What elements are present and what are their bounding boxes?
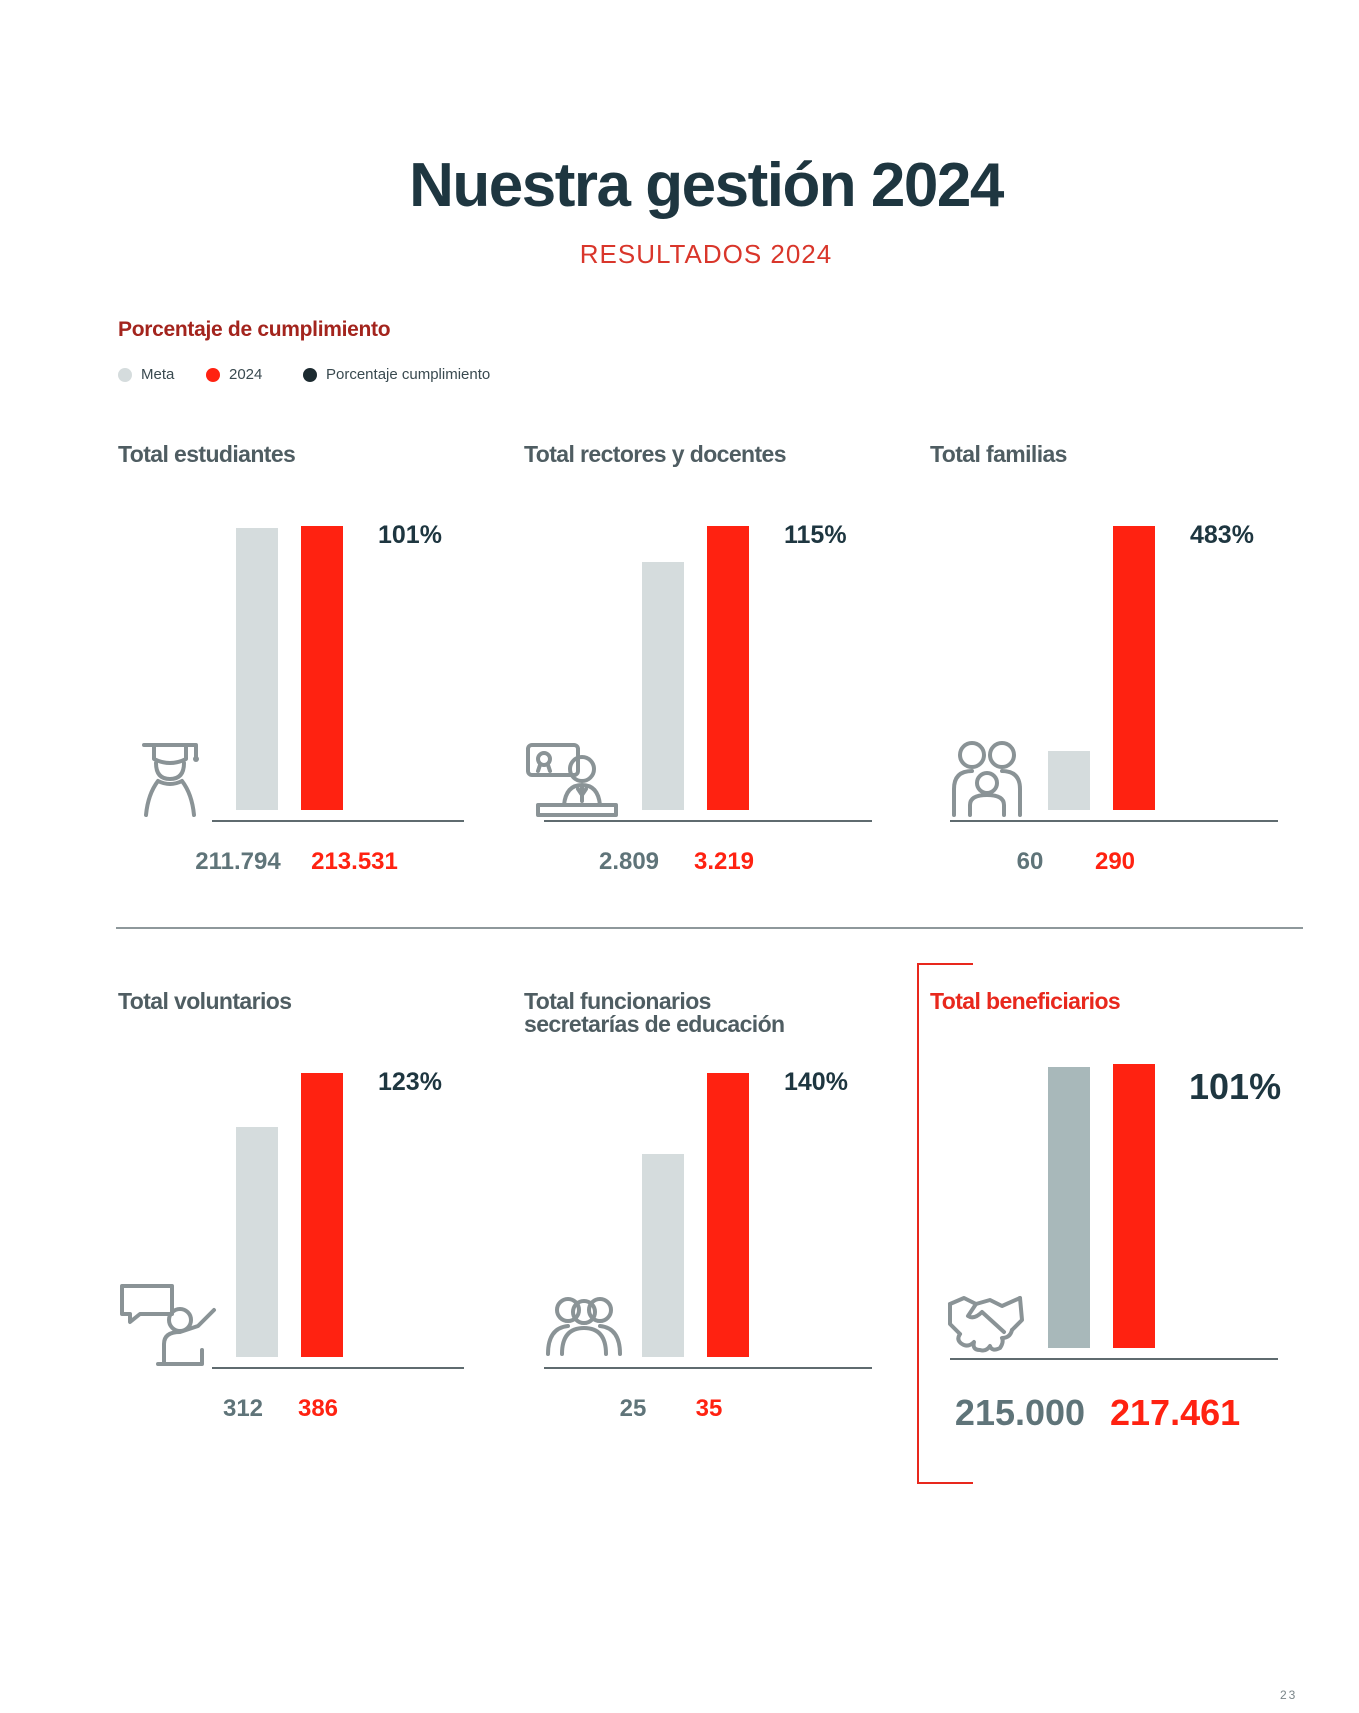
value-label-meta: 60 bbox=[1016, 848, 1044, 875]
bar-2024 bbox=[301, 1073, 343, 1357]
chart-title: Total familias bbox=[930, 441, 1067, 467]
legend-dot-meta bbox=[118, 367, 132, 382]
percentage-label: 101% bbox=[1189, 1066, 1282, 1107]
legend-dot-2024 bbox=[206, 367, 220, 382]
bar-meta bbox=[642, 1154, 684, 1357]
value-label-2024: 35 bbox=[695, 1395, 723, 1422]
value-label-meta: 211.794 bbox=[195, 848, 281, 875]
family-icon bbox=[950, 739, 1030, 824]
legend-label-2024: 2024 bbox=[229, 366, 263, 383]
bar-2024 bbox=[707, 526, 749, 810]
bar-meta bbox=[236, 528, 278, 810]
percentage-label: 101% bbox=[378, 521, 442, 549]
page-subtitle: RESULTADOS 2024 bbox=[579, 239, 833, 269]
value-label-meta: 312 bbox=[222, 1395, 264, 1422]
value-label-meta: 215.000 bbox=[954, 1392, 1086, 1433]
graduate-icon bbox=[140, 739, 210, 824]
chart-panel: Total estudiantes 101% 211.794 213.531 bbox=[118, 443, 498, 963]
teacher-icon bbox=[524, 739, 624, 824]
chart-baseline bbox=[544, 1367, 872, 1369]
value-label-2024: 3.219 bbox=[693, 848, 755, 875]
legend-label-meta: Meta bbox=[141, 366, 175, 383]
chart-panel: Total funcionarios secretarías de educaci… bbox=[524, 990, 904, 1510]
value-label-2024: 386 bbox=[297, 1395, 339, 1422]
value-label-2024: 290 bbox=[1094, 848, 1136, 875]
percentage-label: 483% bbox=[1190, 521, 1254, 549]
chart-panel: Total beneficiarios 101% 215.000 217.461 bbox=[930, 990, 1310, 1510]
bar-meta bbox=[1048, 1067, 1090, 1348]
volunteer-icon bbox=[118, 1280, 228, 1371]
chart-title: Total rectores y docentes bbox=[524, 441, 787, 467]
group-icon bbox=[544, 1294, 624, 1363]
chart-panel: Total rectores y docentes 115% 2.809 3.219 bbox=[524, 443, 904, 963]
handshake-icon bbox=[946, 1290, 1026, 1361]
percentage-label: 115% bbox=[784, 521, 847, 549]
value-label-2024: 217.461 bbox=[1110, 1392, 1241, 1433]
percentage-label: 140% bbox=[784, 1068, 848, 1096]
legend-item-meta: Meta bbox=[118, 366, 174, 383]
legend-label-porcentaje: Porcentaje cumplimiento bbox=[326, 366, 491, 383]
chart-baseline bbox=[544, 820, 872, 822]
chart-baseline bbox=[950, 820, 1278, 822]
highlight-bracket bbox=[917, 963, 973, 1484]
bar-2024 bbox=[1113, 1064, 1155, 1348]
chart-baseline bbox=[212, 820, 464, 822]
page-number: 23 bbox=[1280, 1688, 1298, 1702]
bar-2024 bbox=[707, 1073, 749, 1357]
legend-item-porcentaje: Porcentaje cumplimiento bbox=[303, 366, 490, 383]
chart-panel: Total familias 483% 60 290 bbox=[930, 443, 1310, 963]
chart-title: Total funcionarios secretarías de educaci… bbox=[524, 988, 785, 1037]
value-label-meta: 25 bbox=[619, 1395, 647, 1422]
percentage-label: 123% bbox=[378, 1068, 442, 1096]
chart-baseline bbox=[212, 1367, 464, 1369]
row-divider bbox=[116, 927, 1303, 929]
page-title: Nuestra gestión 2024 bbox=[409, 151, 1004, 220]
legend-dot-porcentaje bbox=[303, 367, 317, 382]
value-label-2024: 213.531 bbox=[311, 848, 398, 875]
section-title: Porcentaje de cumplimiento bbox=[118, 318, 391, 341]
chart-baseline bbox=[950, 1358, 1278, 1360]
bar-meta bbox=[642, 562, 684, 810]
legend-item-2024: 2024 bbox=[206, 366, 262, 383]
bar-2024 bbox=[1113, 526, 1155, 810]
chart-title: Total estudiantes bbox=[118, 441, 296, 467]
bar-meta bbox=[236, 1127, 278, 1357]
chart-title: Total voluntarios bbox=[118, 988, 292, 1014]
value-label-meta: 2.809 bbox=[598, 848, 660, 875]
chart-panel: Total voluntarios 123% 312 386 bbox=[118, 990, 498, 1510]
bar-2024 bbox=[301, 526, 343, 810]
bar-meta bbox=[1048, 751, 1090, 810]
chart-title: Total beneficiarios bbox=[930, 988, 1121, 1014]
